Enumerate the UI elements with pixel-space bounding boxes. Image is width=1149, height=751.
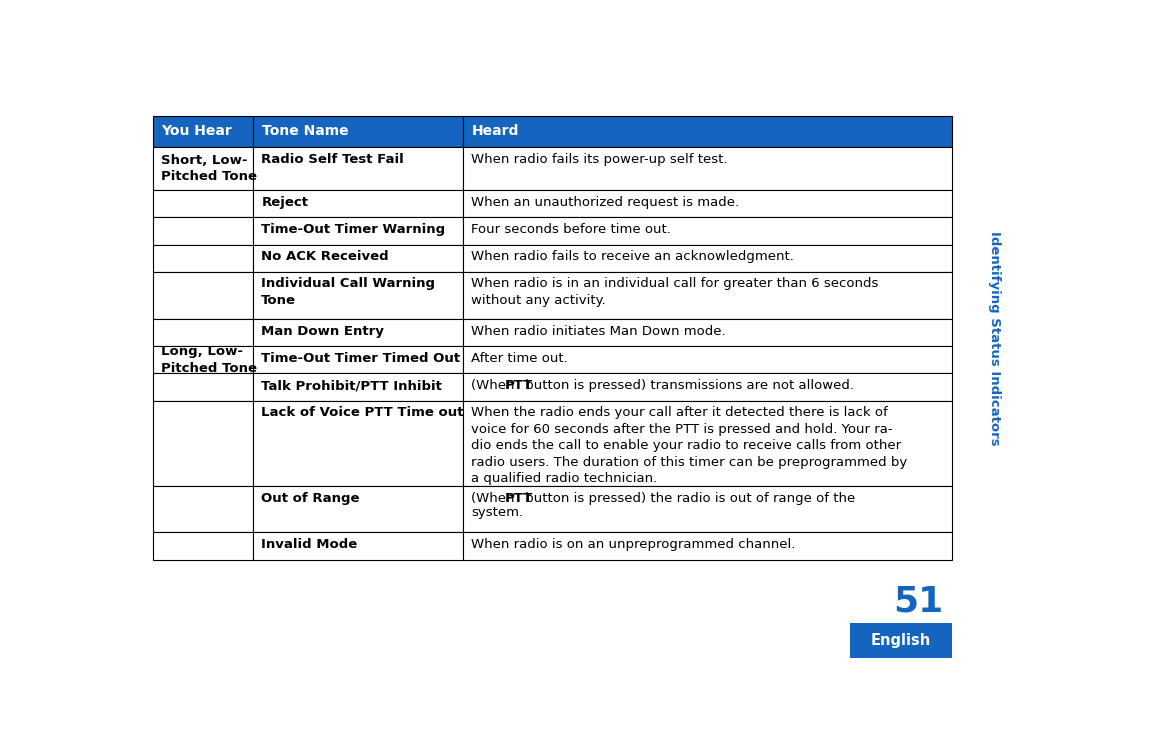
Text: When the radio ends your call after it detected there is lack of
voice for 60 se: When the radio ends your call after it d…	[471, 406, 907, 485]
Text: button is pressed) transmissions are not allowed.: button is pressed) transmissions are not…	[522, 379, 855, 392]
Text: Reject: Reject	[261, 196, 308, 209]
Text: Talk Prohibit/PTT Inhibit: Talk Prohibit/PTT Inhibit	[261, 379, 442, 392]
Text: Heard: Heard	[472, 125, 519, 138]
Bar	[153, 116, 253, 146]
Text: Short, Low-
Pitched Tone: Short, Low- Pitched Tone	[161, 154, 256, 183]
Text: When radio fails to receive an acknowledgment.: When radio fails to receive an acknowled…	[471, 250, 794, 264]
Text: When an unauthorized request is made.: When an unauthorized request is made.	[471, 196, 739, 209]
Bar	[153, 400, 253, 486]
Bar	[253, 346, 463, 373]
Text: Individual Call Warning
Tone: Individual Call Warning Tone	[261, 277, 435, 307]
Text: Invalid Mode: Invalid Mode	[261, 538, 357, 551]
Bar	[253, 190, 463, 217]
Text: Identifying Status Indicators: Identifying Status Indicators	[987, 231, 1001, 445]
Text: Time-Out Timer Timed Out: Time-Out Timer Timed Out	[261, 352, 461, 365]
Text: button is pressed) the radio is out of range of the: button is pressed) the radio is out of r…	[522, 492, 856, 505]
Text: After time out.: After time out.	[471, 352, 568, 365]
Bar	[463, 272, 953, 319]
Text: Long, Low-
Pitched Tone: Long, Low- Pitched Tone	[161, 345, 256, 375]
Bar	[253, 146, 463, 190]
Bar	[253, 245, 463, 272]
Bar	[463, 346, 953, 373]
Bar	[463, 400, 953, 486]
Bar	[153, 532, 253, 559]
Text: When radio is in an individual call for greater than 6 seconds
without any activ: When radio is in an individual call for …	[471, 277, 878, 307]
Bar	[253, 486, 463, 532]
Text: You Hear: You Hear	[161, 125, 232, 138]
Bar	[153, 190, 253, 217]
Bar	[463, 190, 953, 217]
Bar	[153, 146, 253, 190]
Text: PTT: PTT	[504, 492, 533, 505]
Bar	[850, 623, 953, 658]
Bar	[463, 486, 953, 532]
Bar	[153, 373, 253, 400]
Text: Lack of Voice PTT Time out: Lack of Voice PTT Time out	[261, 406, 464, 420]
Bar	[463, 373, 953, 400]
Bar	[253, 217, 463, 245]
Text: Man Down Entry: Man Down Entry	[261, 325, 384, 338]
Bar	[253, 532, 463, 559]
Text: No ACK Received: No ACK Received	[261, 250, 388, 264]
Bar	[463, 319, 953, 346]
Text: PTT: PTT	[504, 379, 533, 392]
Text: English: English	[871, 633, 931, 648]
Text: Out of Range: Out of Range	[261, 492, 360, 505]
Bar	[153, 346, 253, 373]
Bar	[463, 146, 953, 190]
Bar	[153, 272, 253, 319]
Text: 51: 51	[893, 585, 943, 619]
Bar	[253, 400, 463, 486]
Text: (When: (When	[471, 379, 518, 392]
Text: Radio Self Test Fail: Radio Self Test Fail	[261, 152, 404, 165]
Bar	[153, 217, 253, 245]
Bar	[463, 245, 953, 272]
Bar	[153, 319, 253, 346]
Bar	[253, 373, 463, 400]
Text: When radio is on an unpreprogrammed channel.: When radio is on an unpreprogrammed chan…	[471, 538, 795, 551]
Text: (When: (When	[471, 492, 518, 505]
Text: system.: system.	[471, 505, 523, 519]
Bar	[153, 245, 253, 272]
Bar	[253, 319, 463, 346]
Text: When radio initiates Man Down mode.: When radio initiates Man Down mode.	[471, 325, 725, 338]
Text: Tone Name: Tone Name	[262, 125, 349, 138]
Bar	[463, 532, 953, 559]
Bar	[253, 116, 463, 146]
Bar	[463, 217, 953, 245]
Bar	[463, 116, 953, 146]
Text: When radio fails its power-up self test.: When radio fails its power-up self test.	[471, 152, 727, 165]
Text: Four seconds before time out.: Four seconds before time out.	[471, 223, 671, 236]
Bar	[253, 272, 463, 319]
Bar	[153, 486, 253, 532]
Text: Time-Out Timer Warning: Time-Out Timer Warning	[261, 223, 446, 236]
